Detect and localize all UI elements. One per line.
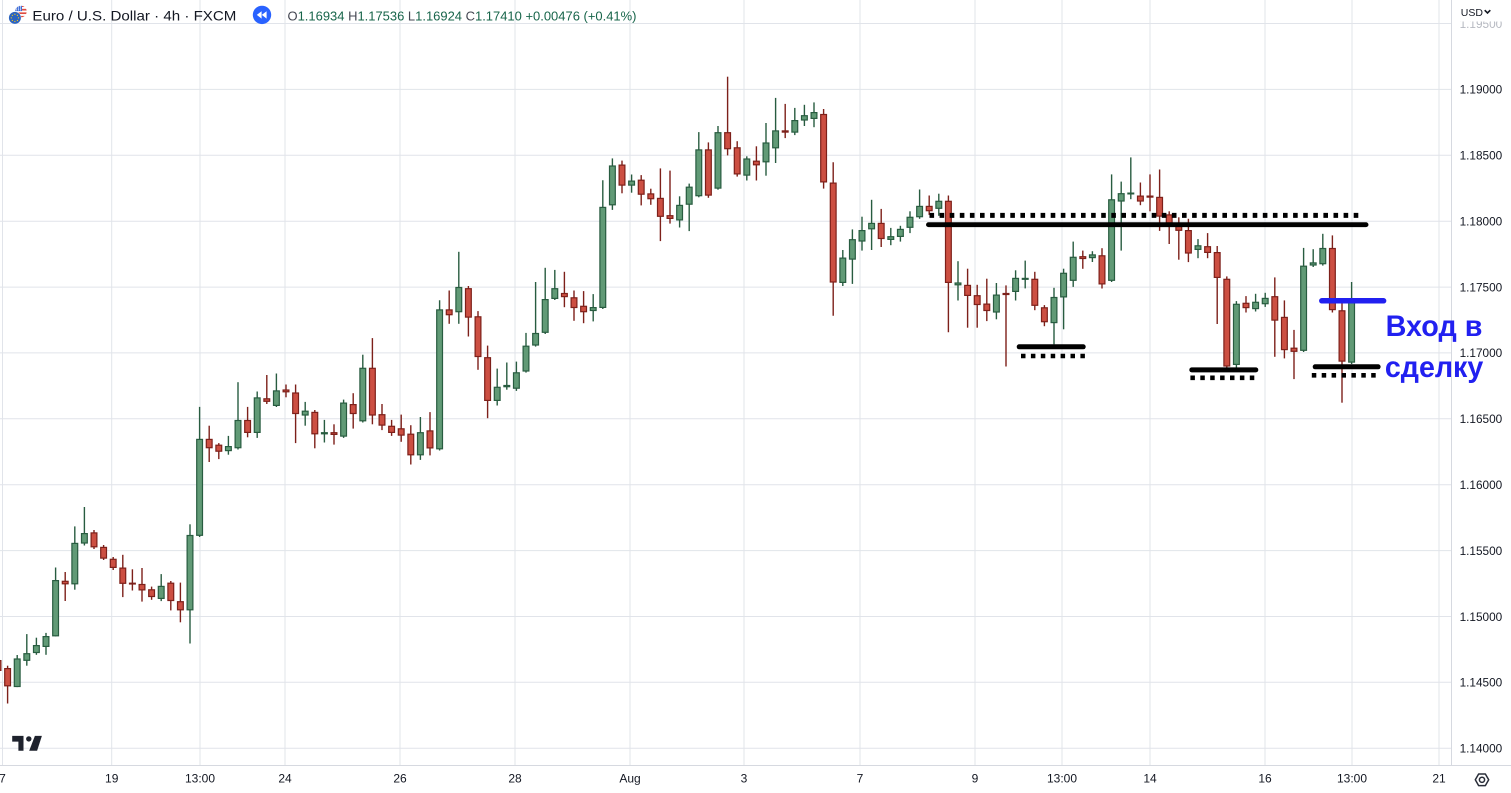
svg-text:1.18500: 1.18500 <box>1460 149 1503 163</box>
svg-text:Aug: Aug <box>619 772 640 786</box>
svg-text:1.16000: 1.16000 <box>1460 478 1503 492</box>
svg-text:1.15500: 1.15500 <box>1460 544 1503 558</box>
svg-text:13:00: 13:00 <box>1047 772 1077 786</box>
svg-text:1.19000: 1.19000 <box>1460 83 1503 97</box>
svg-text:сделку: сделку <box>1385 351 1484 384</box>
svg-text:O1.16934 H1.17536 L1.16924 C1.: O1.16934 H1.17536 L1.16924 C1.17410 +0.0… <box>288 8 637 23</box>
svg-text:1.14000: 1.14000 <box>1460 742 1503 756</box>
svg-text:26: 26 <box>393 772 407 786</box>
svg-text:1.16500: 1.16500 <box>1460 412 1503 426</box>
svg-text:Вход в: Вход в <box>1386 310 1483 343</box>
svg-text:1.15000: 1.15000 <box>1460 610 1503 624</box>
svg-text:1.17500: 1.17500 <box>1460 280 1503 294</box>
svg-text:9: 9 <box>972 772 979 786</box>
svg-text:Euro / U.S. Dollar · 4h · FXCM: Euro / U.S. Dollar · 4h · FXCM <box>32 7 236 23</box>
svg-text:16: 16 <box>1258 772 1272 786</box>
svg-text:USD: USD <box>1461 7 1484 19</box>
svg-text:7: 7 <box>857 772 864 786</box>
svg-text:28: 28 <box>508 772 522 786</box>
svg-text:24: 24 <box>278 772 292 786</box>
svg-text:1.17000: 1.17000 <box>1460 346 1503 360</box>
svg-text:13:00: 13:00 <box>185 772 215 786</box>
svg-text:3: 3 <box>741 772 748 786</box>
svg-text:7: 7 <box>0 772 6 786</box>
svg-text:1.18000: 1.18000 <box>1460 215 1503 229</box>
svg-text:13:00: 13:00 <box>1337 772 1367 786</box>
svg-text:21: 21 <box>1432 772 1446 786</box>
svg-text:1.14500: 1.14500 <box>1460 676 1503 690</box>
svg-text:14: 14 <box>1143 772 1157 786</box>
svg-text:19: 19 <box>105 772 119 786</box>
